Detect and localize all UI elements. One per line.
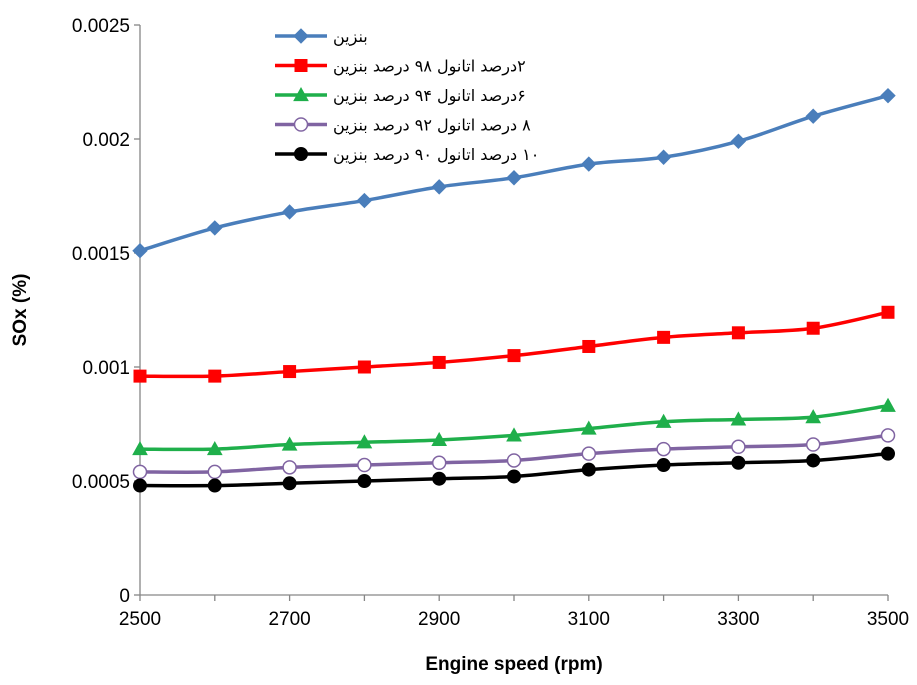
series-3 bbox=[132, 397, 896, 456]
legend-label: بنزین bbox=[333, 27, 368, 47]
series-4 bbox=[132, 428, 896, 480]
legend-label: ۱۰ درصد اتانول ۹۰ درصد بنزین bbox=[333, 145, 539, 165]
data-point bbox=[730, 133, 747, 149]
data-point bbox=[581, 446, 597, 461]
x-tick-label: 2500 bbox=[119, 609, 161, 630]
legend-marker bbox=[294, 59, 308, 72]
data-point bbox=[281, 436, 298, 451]
data-point bbox=[881, 305, 895, 319]
data-point bbox=[357, 474, 372, 488]
legend-label: ۶درصد اتانول ۹۴ درصد بنزین bbox=[333, 86, 526, 106]
data-point bbox=[506, 170, 522, 186]
data-point bbox=[282, 476, 297, 491]
data-point bbox=[881, 446, 895, 461]
data-point bbox=[655, 149, 672, 165]
data-point bbox=[207, 220, 223, 236]
data-point bbox=[581, 156, 597, 172]
legend-entry-1: بنزین bbox=[275, 27, 368, 47]
data-point bbox=[432, 471, 447, 486]
data-point bbox=[281, 204, 298, 220]
y-tick-label: 0.0015 bbox=[72, 244, 130, 265]
y-tick-label: 0 bbox=[119, 586, 130, 607]
data-point bbox=[730, 411, 747, 426]
data-point bbox=[132, 441, 148, 456]
legend-entry-3: ۶درصد اتانول ۹۴ درصد بنزین bbox=[275, 86, 526, 106]
data-point bbox=[432, 355, 446, 369]
data-point bbox=[880, 87, 896, 104]
data-point bbox=[356, 192, 373, 209]
data-point bbox=[805, 437, 821, 452]
data-point bbox=[731, 439, 746, 455]
data-point bbox=[880, 397, 896, 412]
data-point bbox=[805, 108, 821, 124]
data-point bbox=[580, 420, 597, 435]
y-tick-label: 0.0005 bbox=[72, 472, 130, 493]
data-point bbox=[282, 460, 297, 475]
x-tick-label: 2900 bbox=[418, 609, 460, 630]
legend-marker bbox=[293, 28, 309, 44]
data-point bbox=[655, 413, 672, 428]
data-point bbox=[431, 179, 447, 195]
data-point bbox=[431, 455, 447, 471]
legend-label: ۸ درصد اتانول ۹۲ درصد بنزین bbox=[333, 116, 531, 136]
y-tick-label: 0.001 bbox=[82, 358, 130, 379]
data-point bbox=[805, 409, 822, 424]
data-point bbox=[357, 457, 372, 473]
x-tick-label: 2700 bbox=[268, 609, 310, 630]
data-point bbox=[880, 428, 896, 443]
data-point bbox=[581, 462, 596, 477]
data-point bbox=[806, 321, 820, 335]
legend-marker bbox=[294, 147, 308, 161]
data-point bbox=[507, 349, 521, 363]
x-tick-label: 3100 bbox=[568, 609, 610, 630]
legend-marker bbox=[293, 117, 309, 132]
data-point bbox=[133, 478, 147, 493]
legend: بنزین ۲درصد اتانول ۹۸ درصد بنزین ۶درصد اتا… bbox=[275, 27, 539, 165]
data-point bbox=[133, 369, 147, 383]
legend-marker bbox=[293, 86, 309, 102]
data-point bbox=[582, 339, 596, 353]
legend-entry-5: ۱۰ درصد اتانول ۹۰ درصد بنزین bbox=[275, 145, 539, 165]
data-point bbox=[356, 434, 373, 449]
data-point bbox=[806, 453, 821, 468]
data-point bbox=[506, 453, 522, 468]
series-2 bbox=[133, 305, 895, 383]
ticks: 0 0.0005 0.001 0.0015 0.002 0.0025 2500 2700 290… bbox=[72, 16, 909, 630]
data-point bbox=[657, 330, 671, 344]
data-point bbox=[207, 464, 223, 480]
axes bbox=[139, 25, 888, 596]
series-1 bbox=[132, 87, 896, 259]
x-tick-label: 3300 bbox=[717, 609, 759, 630]
data-point bbox=[206, 441, 223, 456]
data-point bbox=[357, 360, 371, 374]
data-point bbox=[132, 464, 148, 480]
legend-label: ۲درصد اتانول ۹۸ درصد بنزین bbox=[333, 57, 526, 77]
series-layer bbox=[132, 87, 896, 493]
series-line bbox=[139, 310, 889, 379]
data-point bbox=[506, 427, 522, 442]
data-point bbox=[207, 478, 222, 493]
data-point bbox=[132, 243, 148, 259]
x-tick-label: 3500 bbox=[867, 609, 909, 630]
legend-entry-2: ۲درصد اتانول ۹۸ درصد بنزین bbox=[275, 57, 526, 77]
y-tick-label: 0.002 bbox=[82, 130, 130, 151]
data-point bbox=[431, 431, 448, 447]
data-point bbox=[656, 458, 671, 473]
legend-entry-4: ۸ درصد اتانول ۹۲ درصد بنزین bbox=[275, 116, 531, 136]
data-point bbox=[283, 365, 297, 379]
y-tick-label: 0.0025 bbox=[72, 16, 130, 37]
data-point bbox=[731, 455, 746, 470]
data-point bbox=[731, 326, 745, 340]
series-5 bbox=[133, 446, 895, 493]
data-point bbox=[507, 469, 521, 484]
y-axis-title: SOx (%) bbox=[10, 274, 31, 347]
x-axis-title: Engine speed (rpm) bbox=[425, 654, 602, 675]
data-point bbox=[656, 441, 671, 457]
data-point bbox=[208, 369, 222, 383]
